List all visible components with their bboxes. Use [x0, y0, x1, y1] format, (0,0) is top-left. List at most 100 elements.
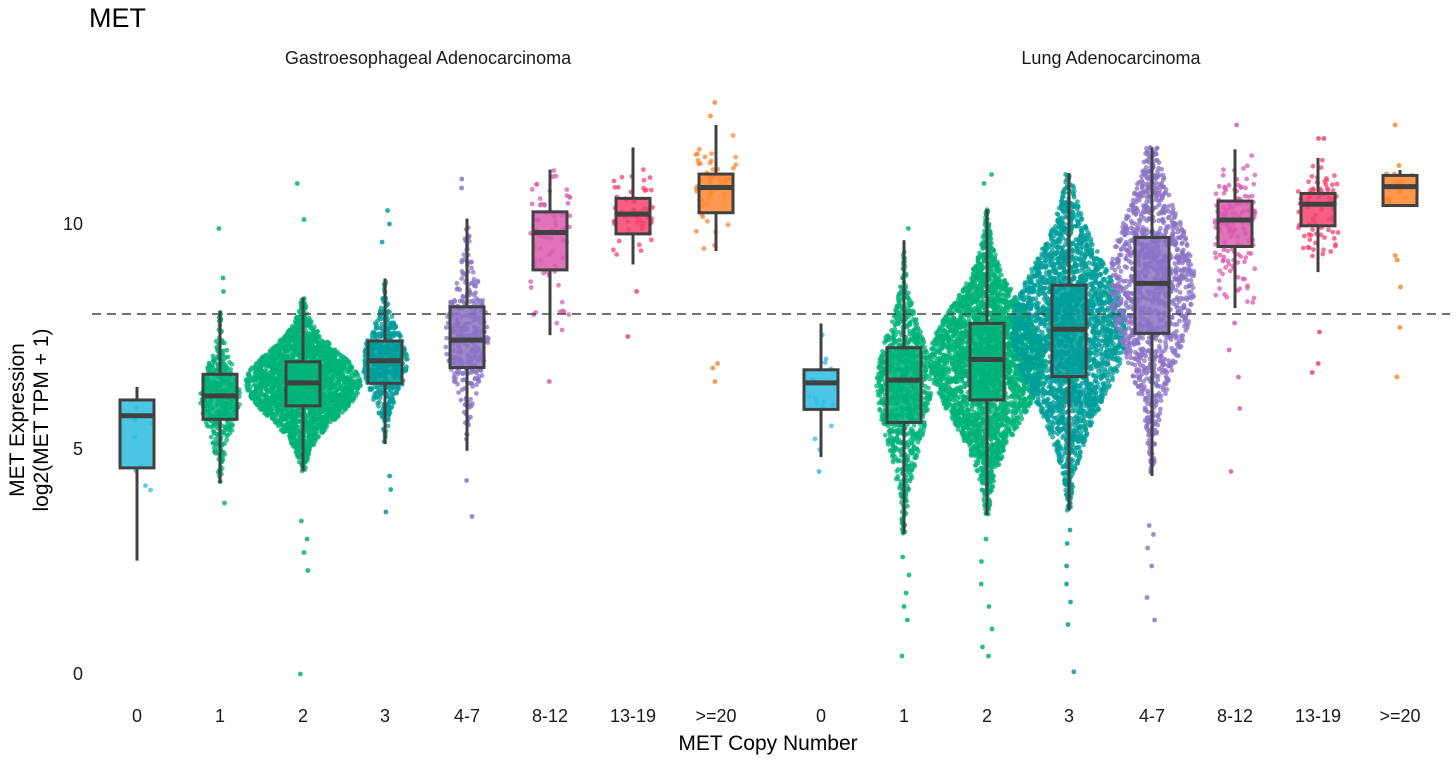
- data-point: [393, 324, 399, 330]
- data-point: [261, 355, 266, 360]
- data-point: [875, 389, 881, 394]
- data-point: [320, 339, 326, 345]
- data-point: [616, 238, 622, 244]
- data-point: [904, 456, 910, 462]
- data-point: [473, 368, 479, 374]
- outlier-point: [304, 536, 310, 542]
- outlier-point: [459, 185, 464, 191]
- data-point: [341, 364, 347, 370]
- data-point: [459, 387, 465, 393]
- data-point: [292, 432, 297, 437]
- data-point: [897, 316, 903, 321]
- data-point: [897, 284, 903, 290]
- data-point: [823, 356, 829, 362]
- data-point: [475, 377, 481, 383]
- outlier-point: [387, 473, 392, 479]
- data-point: [528, 285, 534, 290]
- data-point: [265, 406, 271, 412]
- data-point: [245, 371, 251, 377]
- data-point: [473, 391, 479, 396]
- data-point: [554, 320, 560, 326]
- data-point: [271, 380, 276, 385]
- x-axis-label: MET Copy Number: [678, 732, 857, 755]
- data-point: [391, 331, 397, 337]
- data-point: [282, 412, 287, 418]
- data-point: [267, 410, 273, 416]
- data-point: [444, 335, 449, 341]
- data-point: [636, 242, 642, 248]
- data-point: [460, 294, 466, 300]
- data-point: [894, 468, 900, 474]
- data-point: [321, 396, 326, 402]
- data-point: [708, 158, 714, 164]
- data-point: [336, 367, 342, 373]
- data-point: [227, 359, 233, 365]
- data-point: [335, 358, 340, 364]
- data-point: [314, 426, 319, 432]
- data-point: [323, 377, 329, 383]
- data-point: [255, 402, 260, 407]
- data-point: [695, 151, 700, 157]
- data-point: [272, 347, 278, 353]
- data-point: [485, 340, 491, 346]
- data-point: [567, 195, 573, 200]
- outlier-point: [625, 334, 631, 339]
- data-point: [537, 196, 543, 202]
- data-point: [904, 467, 910, 473]
- data-point: [891, 340, 897, 345]
- data-point: [322, 401, 327, 407]
- data-point: [470, 298, 476, 303]
- data-point: [296, 446, 302, 452]
- data-point: [879, 389, 885, 394]
- data-point: [890, 334, 896, 340]
- outlier-point: [216, 226, 222, 231]
- data-point: [274, 352, 280, 357]
- data-point: [294, 414, 299, 419]
- data-point: [270, 415, 276, 421]
- data-point: [355, 372, 361, 378]
- facet-title-lung: Lung Adenocarcinoma: [1021, 48, 1201, 68]
- data-point: [148, 487, 154, 493]
- data-point: [333, 382, 338, 388]
- data-point: [331, 367, 337, 372]
- data-point: [313, 413, 319, 419]
- x-tick-label: 2: [982, 706, 992, 726]
- outlier-point: [385, 208, 390, 213]
- data-point: [907, 303, 913, 308]
- data-point: [877, 408, 883, 413]
- outlier-point: [710, 365, 716, 371]
- data-point: [368, 386, 374, 391]
- data-point: [647, 175, 653, 180]
- data-point: [469, 403, 474, 409]
- data-point: [907, 448, 913, 454]
- data-point: [319, 345, 325, 350]
- data-point: [876, 380, 882, 386]
- y-tick-label: 10: [63, 214, 83, 234]
- data-point: [912, 462, 917, 467]
- outlier-point: [903, 590, 909, 596]
- data-point: [893, 321, 899, 327]
- data-point: [890, 459, 896, 465]
- data-point: [278, 388, 283, 393]
- data-point: [330, 412, 335, 418]
- data-point: [561, 309, 567, 314]
- x-tick-label: 4-7: [454, 706, 480, 726]
- outlier-point: [712, 379, 718, 384]
- data-point: [335, 398, 341, 403]
- data-point: [277, 374, 283, 380]
- data-point: [459, 276, 465, 281]
- data-point: [812, 436, 818, 442]
- data-point: [912, 452, 918, 458]
- data-point: [342, 395, 348, 401]
- data-point: [612, 184, 618, 190]
- data-point: [892, 447, 898, 453]
- data-point: [320, 417, 326, 423]
- data-point: [566, 312, 572, 317]
- data-point: [880, 349, 885, 354]
- y-tick-label: 0: [73, 664, 83, 684]
- data-point: [306, 332, 312, 338]
- data-point: [921, 408, 927, 414]
- data-point: [210, 423, 216, 429]
- data-point: [725, 222, 731, 228]
- data-point: [287, 339, 293, 345]
